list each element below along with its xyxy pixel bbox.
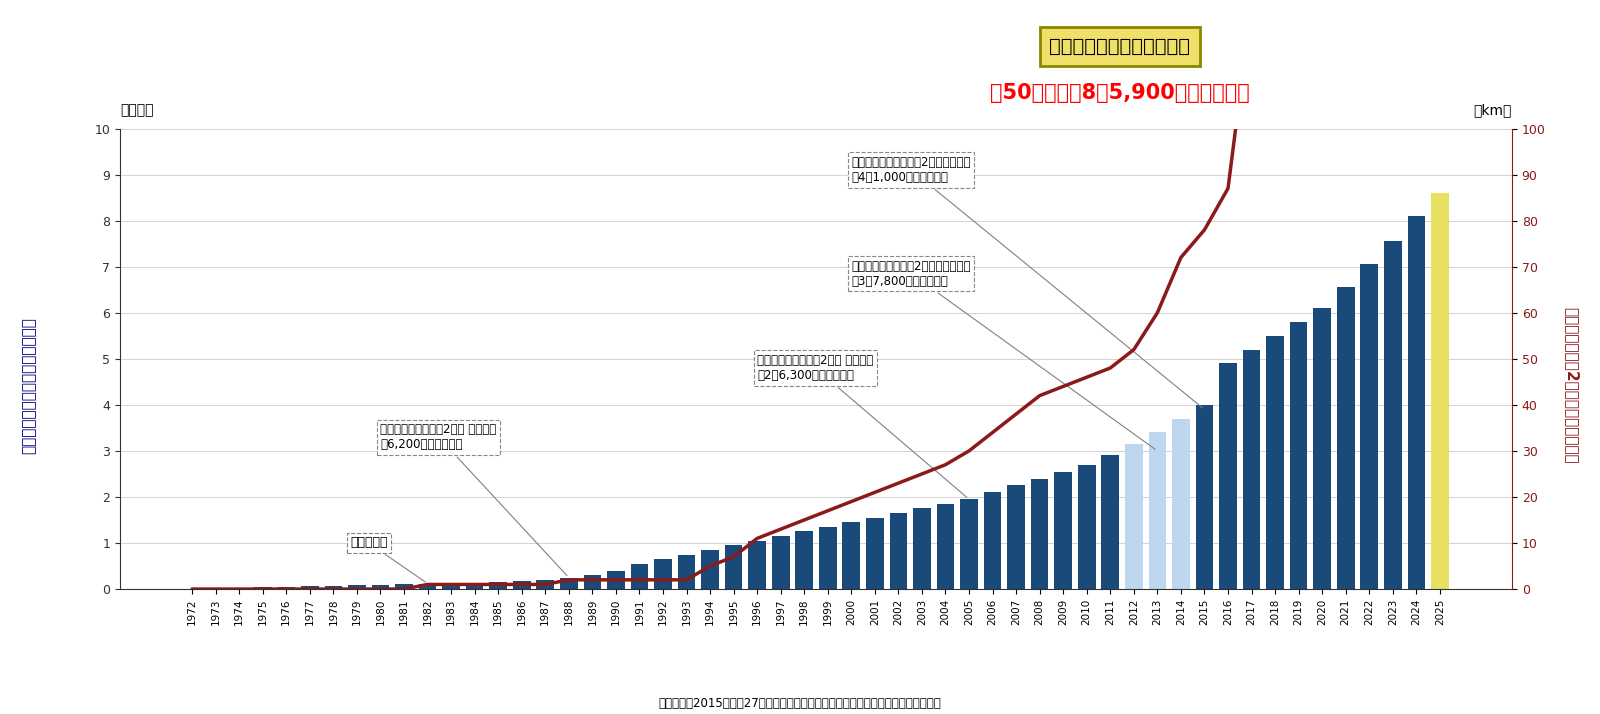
Bar bbox=[1290, 322, 1307, 589]
Bar bbox=[1219, 363, 1237, 589]
Text: 生産額押し上げ効果　《累積額》: 生産額押し上げ効果 《累積額》 bbox=[21, 317, 37, 454]
Bar bbox=[371, 585, 389, 589]
Bar bbox=[936, 504, 954, 589]
Bar bbox=[254, 587, 272, 589]
Text: （注意）　2015（平成27）暦年価格を基準として実質化した数値の累積額である。: （注意） 2015（平成27）暦年価格を基準として実質化した数値の累積額である。 bbox=[659, 698, 941, 710]
Bar bbox=[1430, 193, 1448, 589]
Bar bbox=[749, 540, 766, 589]
Bar bbox=[1101, 456, 1118, 589]
Bar bbox=[1173, 418, 1190, 589]
Bar bbox=[1384, 241, 1402, 589]
Text: 知立バイパス　全線2車線 開通時！
約6,200億円（累積）: 知立バイパス 全線2車線 開通時！ 約6,200億円（累積） bbox=[381, 423, 566, 575]
Bar bbox=[630, 564, 648, 589]
Bar bbox=[678, 555, 696, 589]
Text: 絀50年間で　8兆5,900億円（累積）: 絀50年間で 8兆5,900億円（累積） bbox=[990, 83, 1250, 103]
Bar bbox=[490, 582, 507, 589]
Bar bbox=[819, 527, 837, 589]
Bar bbox=[795, 531, 813, 589]
Bar bbox=[1149, 433, 1166, 589]
Text: 岡崎バイパス　全線2車線 開通時！
約2億6,300億円（累積）: 岡崎バイパス 全線2車線 開通時！ 約2億6,300億円（累積） bbox=[757, 354, 966, 498]
Bar bbox=[1360, 264, 1378, 589]
Bar bbox=[230, 588, 248, 589]
Bar bbox=[395, 585, 413, 589]
Text: 豊橋東バイパス　全線2車線開通時！
約4億1,000億円（累積）: 豊橋東バイパス 全線2車線開通時！ 約4億1,000億円（累積） bbox=[851, 156, 1202, 408]
Bar bbox=[654, 559, 672, 589]
Text: （兆円）: （兆円） bbox=[120, 103, 154, 117]
Bar bbox=[606, 570, 624, 589]
Bar bbox=[1408, 216, 1426, 589]
Bar bbox=[1266, 336, 1283, 589]
Bar bbox=[1195, 405, 1213, 589]
Text: （km）: （km） bbox=[1474, 103, 1512, 117]
Bar bbox=[466, 583, 483, 589]
Text: 名豊道路・全線暂定開通時: 名豊道路・全線暂定開通時 bbox=[1050, 37, 1190, 56]
Bar bbox=[771, 536, 789, 589]
Bar bbox=[866, 518, 883, 589]
Bar bbox=[514, 580, 531, 589]
Bar bbox=[442, 583, 459, 589]
Bar bbox=[325, 585, 342, 589]
Bar bbox=[984, 493, 1002, 589]
Bar bbox=[1338, 288, 1355, 589]
Bar bbox=[1314, 308, 1331, 589]
Bar bbox=[584, 575, 602, 589]
Bar bbox=[536, 580, 554, 589]
Text: 豊橋バイパス　全線2車線　開通時！
約3億7,800億円（累積）: 豊橋バイパス 全線2車線 開通時！ 約3億7,800億円（累積） bbox=[851, 260, 1155, 449]
Bar bbox=[301, 586, 318, 589]
Bar bbox=[843, 522, 861, 589]
Bar bbox=[1078, 465, 1096, 589]
Bar bbox=[560, 578, 578, 589]
Bar bbox=[1243, 350, 1261, 589]
Bar bbox=[1125, 444, 1142, 589]
Bar bbox=[701, 550, 718, 589]
Text: 最初の開通: 最初の開通 bbox=[350, 536, 426, 582]
Text: 開通延長（暂定2車線区間）《累積》: 開通延長（暂定2車線区間）《累積》 bbox=[1563, 307, 1579, 464]
Bar bbox=[914, 508, 931, 589]
Bar bbox=[725, 545, 742, 589]
Bar bbox=[1054, 472, 1072, 589]
Bar bbox=[277, 587, 294, 589]
Bar bbox=[960, 499, 978, 589]
Bar bbox=[890, 513, 907, 589]
Bar bbox=[349, 585, 366, 589]
Bar bbox=[419, 584, 437, 589]
Bar bbox=[1030, 478, 1048, 589]
Bar bbox=[1008, 486, 1026, 589]
Bar bbox=[206, 588, 224, 589]
